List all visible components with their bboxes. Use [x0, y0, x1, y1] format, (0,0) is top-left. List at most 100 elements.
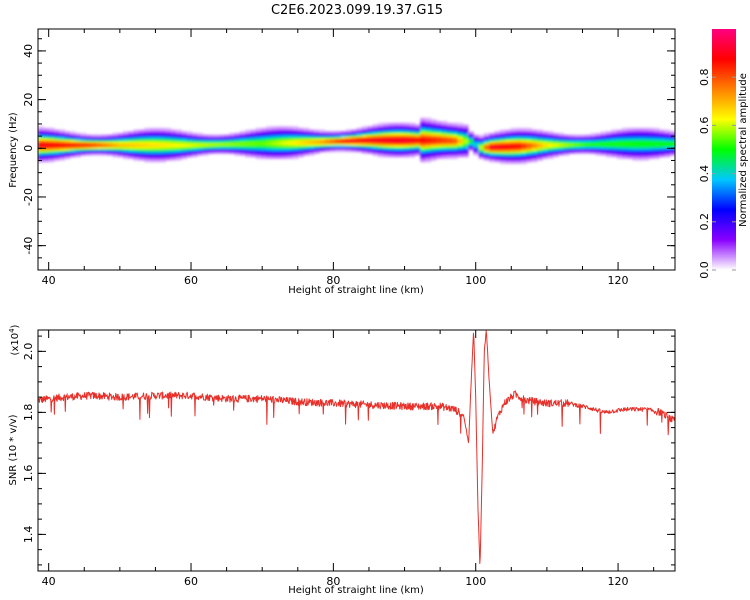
spectrogram-cell	[521, 156, 527, 160]
spectrogram-cell	[441, 144, 448, 148]
spectrogram-cell	[165, 139, 172, 143]
spectrogram-cell	[414, 126, 421, 129]
spectrogram-cell	[579, 143, 586, 146]
spectrogram-cell	[536, 151, 543, 154]
spectrogram-cell	[43, 151, 50, 154]
x-tick-label: 120	[608, 575, 629, 588]
spectrogram-cell	[483, 153, 490, 156]
spectrogram-cell	[526, 143, 533, 146]
spectrogram-cell	[425, 127, 432, 131]
spectrogram-cell	[441, 132, 448, 136]
spectrogram-cell	[229, 144, 236, 148]
spectrogram-cell	[499, 155, 506, 158]
spectrogram-cell	[144, 149, 151, 153]
spectrogram-cell	[425, 149, 432, 153]
spectrogram-cell	[446, 132, 453, 136]
spectrogram-cell	[223, 149, 230, 153]
spectrogram-cell	[489, 139, 496, 143]
spectrogram-cell	[59, 129, 66, 132]
spectrogram-cell	[255, 148, 262, 151]
spectrogram-cell	[287, 136, 294, 139]
spectrogram-cell	[229, 141, 236, 144]
spectrogram-cell	[467, 131, 474, 134]
spectrogram-cell	[483, 132, 490, 136]
spectrogram-cell	[383, 127, 389, 131]
spectrogram-cell	[393, 151, 400, 154]
spectrogram-cell	[430, 148, 437, 151]
spectrogram-cell	[117, 144, 124, 148]
spectrogram-cell	[69, 151, 76, 154]
spectrogram-cell	[637, 131, 644, 134]
spectrogram-cell	[494, 158, 501, 161]
spectrogram-cell	[632, 127, 639, 131]
spectrogram-cell	[255, 156, 262, 160]
spectrogram-cell	[515, 156, 522, 160]
spectrogram-cell	[170, 136, 177, 139]
spectrogram-cell	[383, 134, 389, 137]
spectrogram-cell	[404, 148, 411, 151]
spectrogram-cell	[165, 146, 172, 149]
spectrogram-cell	[154, 156, 161, 160]
spectrogram-cell	[621, 138, 628, 141]
spectrogram-cell	[489, 138, 496, 141]
spectrogram-cell	[377, 122, 384, 126]
spectrogram-cell	[542, 149, 549, 153]
spectrogram-cell	[430, 143, 437, 146]
spectrogram-cell	[144, 143, 151, 146]
spectrogram-cell	[446, 139, 453, 143]
spectrogram-cell	[255, 153, 262, 156]
spectrogram-cell	[558, 153, 565, 156]
spectrogram-cell	[398, 153, 405, 156]
spectrogram-cell	[388, 132, 395, 136]
spectrogram-cell	[181, 153, 188, 156]
spectrogram-cell	[605, 144, 612, 148]
spectrogram-cell	[38, 146, 44, 149]
spectrogram-cell	[176, 156, 182, 160]
spectrogram-cell	[547, 155, 554, 158]
spectrogram-cell	[107, 149, 113, 153]
spectrogram-cell	[308, 129, 315, 132]
spectrogram-cell	[473, 149, 480, 153]
spectrogram-frame	[37, 28, 676, 271]
spectrogram-cell	[595, 149, 602, 153]
spectrogram-cell	[430, 155, 437, 158]
spectrogram-cell	[388, 127, 395, 131]
spectrogram-cell	[467, 134, 474, 137]
spectrogram-cell	[202, 151, 209, 154]
spectrogram-cell	[457, 146, 464, 149]
spectrogram-cell	[383, 124, 389, 127]
spectrogram-cell	[643, 132, 650, 136]
spectrogram-cell	[298, 149, 305, 153]
spectrogram-cell	[271, 155, 278, 158]
spectrogram-cell	[627, 138, 634, 141]
spectrogram-cell	[53, 136, 60, 139]
spectrogram-cell	[149, 131, 156, 134]
spectrogram-cell	[255, 132, 262, 136]
spectrogram-cell	[138, 156, 145, 160]
spectrogram-cell	[361, 134, 368, 137]
spectrogram-cell	[648, 148, 655, 151]
y-tick-label: 20	[22, 93, 35, 107]
spectrogram-cell	[229, 134, 236, 137]
spectrogram-cell	[627, 139, 634, 143]
spectrogram-cell	[324, 141, 331, 144]
spectrogram-cell	[149, 153, 156, 156]
spectrogram-cell	[621, 136, 628, 139]
spectrogram-cell	[531, 143, 538, 146]
spectrogram-cell	[552, 153, 559, 156]
spectrogram-cell	[574, 138, 581, 141]
spectrogram-cell	[552, 151, 559, 154]
spectrogram-cell	[197, 148, 204, 151]
spectrogram-cell	[611, 139, 618, 143]
spectrogram-cell	[574, 151, 581, 154]
spectrogram-cell	[388, 126, 395, 129]
spectrogram-cell	[510, 146, 517, 149]
spectrogram-cell	[186, 132, 193, 136]
spectrogram-cell	[404, 151, 411, 154]
spectrogram-cell	[372, 141, 379, 144]
spectrogram-cell	[563, 141, 570, 144]
spectrogram-cell	[367, 139, 374, 143]
spectrogram-cell	[154, 148, 161, 151]
spectrogram-cell	[266, 149, 273, 153]
spectrogram-cell	[213, 139, 220, 143]
